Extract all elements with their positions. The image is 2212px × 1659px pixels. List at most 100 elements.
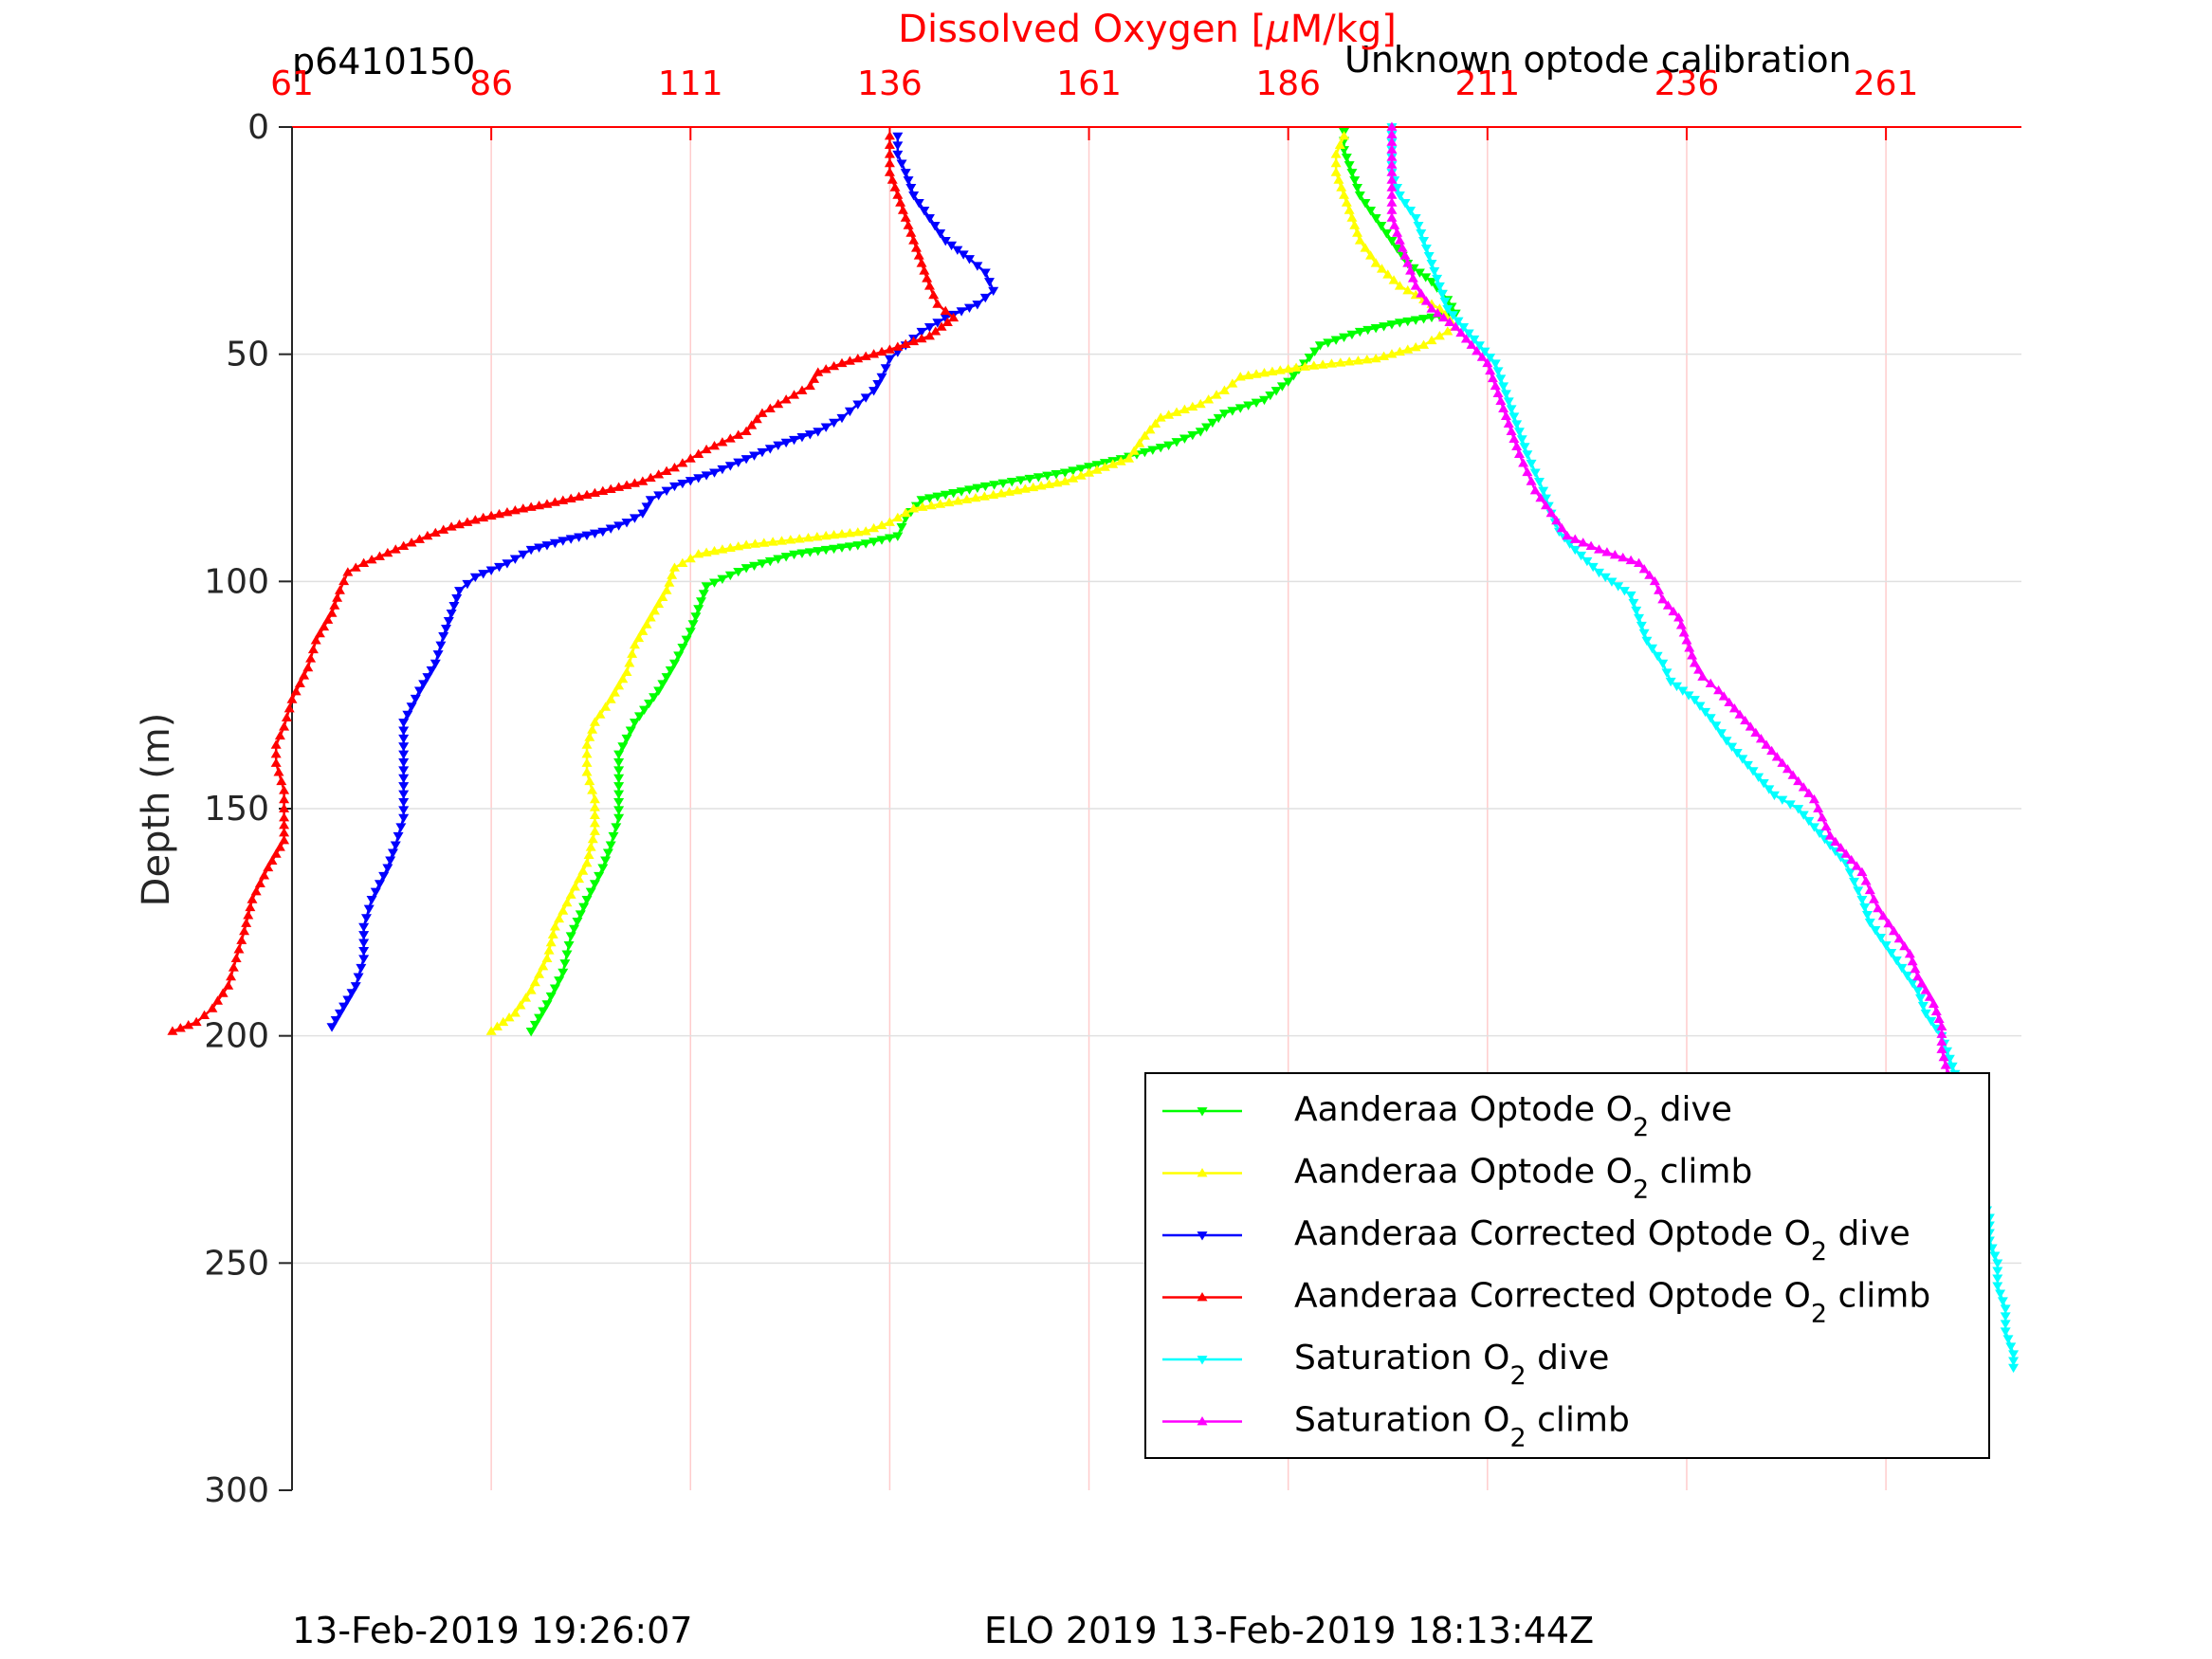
series-point <box>319 621 330 631</box>
series-point <box>2008 1357 2020 1366</box>
series-point <box>621 734 632 744</box>
series-point <box>554 976 565 986</box>
series-point <box>1354 235 1365 245</box>
series-point <box>398 750 410 759</box>
series-point <box>1442 304 1453 315</box>
series-point <box>1330 157 1342 168</box>
series-point <box>279 812 290 822</box>
series-point <box>802 533 814 542</box>
series-point <box>1734 709 1746 719</box>
series-point <box>1924 992 1935 1001</box>
series-point <box>733 429 744 439</box>
series-point <box>1227 378 1238 388</box>
series-point <box>860 539 871 549</box>
series-point <box>350 562 361 572</box>
series-point <box>1423 251 1435 262</box>
series-point <box>613 482 625 491</box>
series-point <box>597 485 609 496</box>
series-point <box>1203 394 1215 404</box>
series-point <box>485 510 497 520</box>
series-point <box>1308 360 1320 370</box>
series-point <box>589 880 600 889</box>
series-point <box>1460 334 1472 343</box>
legend-swatch-marker <box>1197 1107 1208 1117</box>
series-point <box>326 1023 338 1032</box>
series-point <box>677 479 688 489</box>
series-point <box>589 717 600 726</box>
series-point <box>876 373 887 383</box>
series-point <box>1728 703 1740 713</box>
series-point <box>668 463 680 472</box>
series-point <box>910 243 922 252</box>
series-point <box>1529 484 1541 495</box>
legend-label: Aanderaa Optode O2 dive <box>1294 1090 1732 1142</box>
series-point <box>390 544 401 554</box>
series-point <box>897 205 908 214</box>
series-point <box>1349 220 1361 229</box>
series-point <box>935 228 946 239</box>
series-point <box>1625 555 1636 565</box>
series-point <box>1915 994 1927 1004</box>
series-point <box>900 338 911 348</box>
series-point <box>940 490 951 501</box>
series-point <box>916 258 927 267</box>
series-point <box>970 492 981 502</box>
series-point <box>1920 1009 1931 1019</box>
series-point <box>1265 391 1276 401</box>
series-point <box>876 536 887 545</box>
series-point <box>1578 538 1589 547</box>
series-point <box>1644 570 1655 579</box>
series-point <box>637 509 649 519</box>
series-point <box>1490 380 1501 391</box>
series-point <box>685 477 696 486</box>
series-point <box>398 813 410 824</box>
series-point <box>274 842 285 851</box>
series-point <box>1394 191 1405 201</box>
series-point <box>695 597 706 607</box>
series-point <box>624 658 635 667</box>
series-point <box>829 529 840 539</box>
series-point <box>1386 205 1398 214</box>
series-point <box>776 536 787 545</box>
series-point <box>589 802 600 811</box>
series-point <box>932 492 943 501</box>
series-point <box>668 659 680 669</box>
series-point <box>1891 956 1902 966</box>
series-point <box>629 639 640 649</box>
series-point <box>852 353 864 363</box>
series-point <box>708 545 720 556</box>
series-point <box>1059 468 1070 478</box>
series-point <box>602 848 613 858</box>
series-point <box>1989 1251 2001 1261</box>
series-point <box>1420 296 1432 305</box>
series-point <box>554 913 565 923</box>
series-point <box>589 818 600 828</box>
series-point <box>804 380 815 391</box>
series-point <box>963 303 975 314</box>
series-point <box>1482 357 1493 368</box>
series-point <box>1399 250 1411 260</box>
series-point <box>1382 269 1394 279</box>
series-point <box>1035 481 1047 490</box>
series-point <box>342 995 354 1005</box>
series-point <box>884 534 895 543</box>
series-point <box>398 797 410 808</box>
series-point <box>1389 220 1400 229</box>
series-point <box>451 594 463 604</box>
series-point <box>1500 410 1511 421</box>
series-point <box>1518 458 1529 467</box>
series-point <box>518 503 529 513</box>
series-point <box>1508 412 1520 422</box>
series-point <box>1487 373 1498 383</box>
series-point <box>1414 268 1425 278</box>
series-point <box>1402 285 1414 295</box>
series-point <box>608 831 619 842</box>
series-point <box>724 462 736 471</box>
series-point <box>820 364 832 374</box>
series-point <box>1397 243 1408 252</box>
series-point <box>1540 494 1551 503</box>
series-point <box>1344 356 1355 366</box>
series-point <box>413 686 425 696</box>
series-point <box>236 935 247 944</box>
series-point <box>538 961 549 971</box>
